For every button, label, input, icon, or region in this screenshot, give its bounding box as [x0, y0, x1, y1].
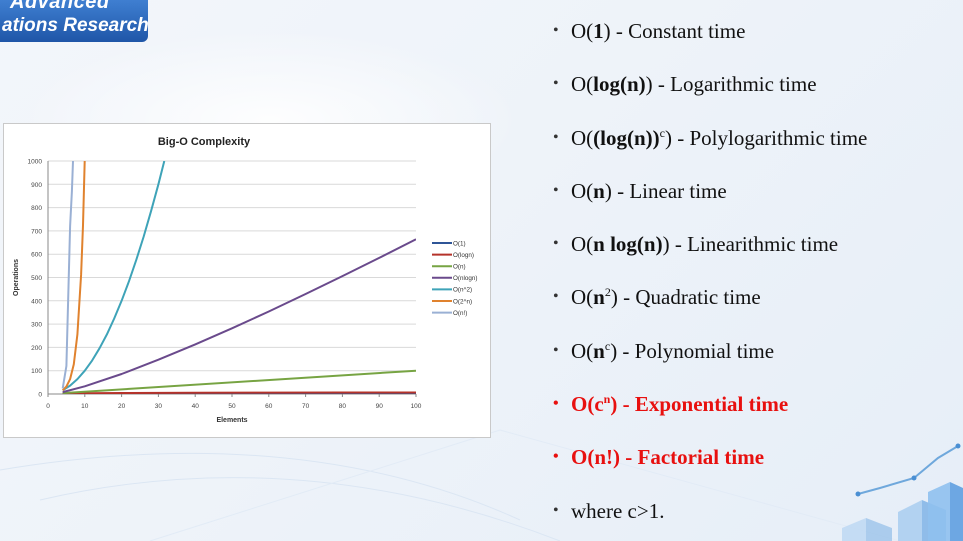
big-o-chart: Big-O Complexity 0 100 200 300 400 500 600 700 8… — [3, 123, 491, 438]
logo-text-line1: Advanced — [10, 0, 110, 13]
plot-area — [61, 161, 416, 394]
x-tick-label: 80 — [339, 403, 347, 410]
series-line — [61, 161, 74, 389]
bullet-exponential: O(cn) - Exponential time — [553, 391, 963, 417]
bullet-quadratic: O(n2) - Quadratic time — [553, 284, 963, 310]
x-tick-label: 0 — [46, 403, 50, 410]
series-line — [62, 238, 416, 394]
y-tick-label: 800 — [31, 205, 42, 212]
y-tick-label: 900 — [31, 182, 42, 189]
y-tick-label: 100 — [31, 368, 42, 375]
x-axis-title: Elements — [216, 417, 247, 424]
legend-label: O(nlogn) — [453, 275, 478, 282]
x-tick-label: 30 — [155, 403, 163, 410]
y-tick-label: 300 — [31, 322, 42, 329]
legend-label: O(n!) — [453, 310, 467, 317]
bullet-factorial: O(n!) - Factorial time — [553, 444, 963, 470]
bullet-polynomial: O(nc) - Polynomial time — [553, 338, 963, 364]
legend-label: O(2^n) — [453, 298, 472, 305]
x-tick-label: 50 — [228, 403, 236, 410]
legend-label: O(logn) — [453, 252, 474, 259]
y-tick-label: 200 — [31, 345, 42, 352]
x-tick-label: 40 — [192, 403, 200, 410]
x-tick-label: 10 — [81, 403, 89, 410]
series-line — [62, 391, 416, 394]
bullet-linear: O(n) - Linear time — [553, 178, 963, 204]
series-line — [61, 161, 86, 391]
y-tick-label: 500 — [31, 275, 42, 282]
y-tick-label: 1000 — [28, 159, 43, 166]
logo-text-line2: ations Research — [2, 15, 149, 36]
x-tick-label: 70 — [302, 403, 310, 410]
x-tick-label: 100 — [411, 403, 422, 410]
legend-label: O(n) — [453, 264, 466, 271]
x-tick-label: 60 — [265, 403, 273, 410]
logo-banner: Advanced ations Research — [0, 0, 149, 42]
series-line — [62, 369, 416, 394]
chart-title: Big-O Complexity — [157, 136, 251, 148]
y-axis-title: Operations — [13, 259, 20, 296]
complexity-list: O(1) - Constant time O(log(n)) - Logarit… — [553, 18, 963, 524]
bullet-condition: where c>1. — [553, 498, 963, 524]
bullet-linearithmic: O(n log(n)) - Linearithmic time — [553, 231, 963, 257]
series-line — [62, 161, 166, 392]
bullet-logarithmic: O(log(n)) - Logarithmic time — [553, 71, 963, 97]
y-tick-label: 700 — [31, 228, 42, 235]
chart-canvas: 0 100 200 300 400 500 600 700 800 900 1000 0 10 20 30 4… — [13, 159, 478, 425]
legend-label: O(1) — [453, 240, 466, 247]
x-tick-label: 90 — [376, 403, 384, 410]
bullet-polylogarithmic: O((log(n))c) - Polylogarithmic time — [553, 125, 963, 151]
y-tick-label: 400 — [31, 298, 42, 305]
y-tick-label: 600 — [31, 252, 42, 259]
bullet-constant: O(1) - Constant time — [553, 18, 963, 44]
y-tick-label: 0 — [38, 392, 42, 399]
legend-label: O(n^2) — [453, 287, 472, 294]
x-tick-label: 20 — [118, 403, 126, 410]
